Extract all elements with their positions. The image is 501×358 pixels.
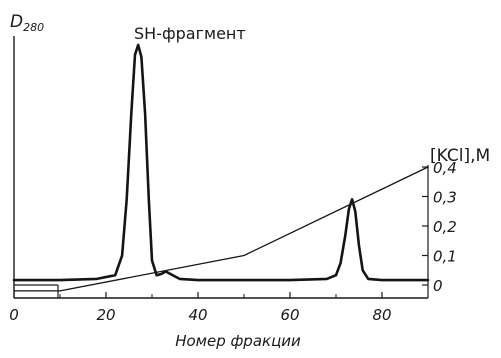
x-tick-label-0: 0 <box>9 306 19 324</box>
left-axis-label: D280 <box>10 12 44 34</box>
series-layer <box>12 43 430 292</box>
x-tick-label-80: 80 <box>372 306 391 324</box>
right-tick-label-0,2: 0,2 <box>433 218 457 236</box>
x-tick-label-20: 20 <box>96 306 115 324</box>
x-tick-label-60: 60 <box>280 306 299 324</box>
right-ticks: 0 0,1 0,2 0,3 0,4 <box>422 159 457 295</box>
right-tick-label-0,3: 0,3 <box>433 189 457 207</box>
peak-annotation: SH-фрагмент <box>134 24 246 43</box>
x-ticks: 0 20 40 60 80 <box>9 292 392 324</box>
right-tick-label-0: 0 <box>433 277 443 295</box>
right-axis-label: [KCl],M <box>430 146 490 166</box>
right-tick-label-0,4: 0,4 <box>433 159 457 177</box>
absorbance-curve <box>12 43 430 282</box>
kcl-gradient-line <box>13 166 429 292</box>
right-tick-label-0,1: 0,1 <box>433 248 457 266</box>
x-tick-label-40: 40 <box>188 306 207 324</box>
x-axis-title: Номер фракции <box>175 332 301 350</box>
